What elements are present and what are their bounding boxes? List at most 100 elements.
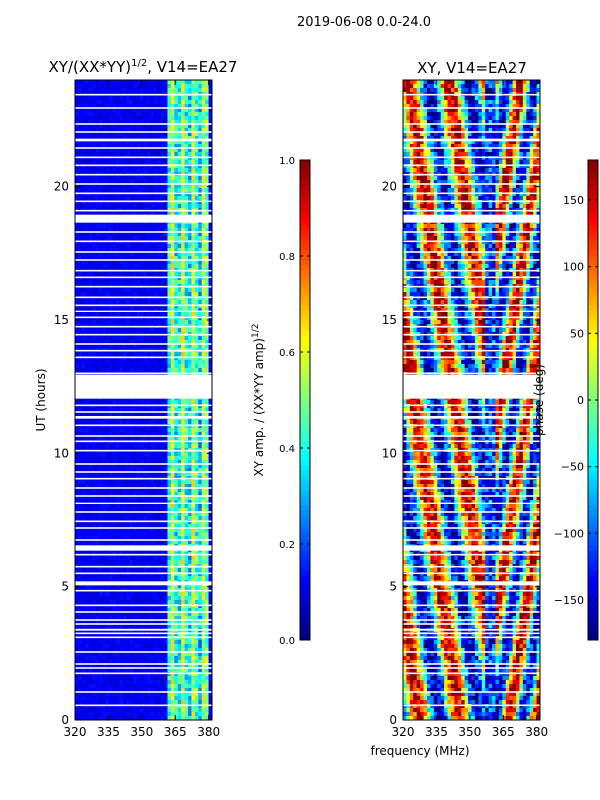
- left-heatmap-cell: [105, 236, 110, 241]
- left-heatmap-cell: [188, 372, 192, 377]
- left-heatmap-cell: [95, 188, 100, 193]
- left-heatmap-cell: [112, 576, 117, 581]
- left-heatmap-cell: [160, 312, 165, 317]
- left-heatmap-cell: [184, 152, 189, 157]
- left-heatmap-cell: [208, 428, 213, 433]
- left-heatmap-cell: [136, 456, 141, 461]
- left-heatmap-cell: [201, 432, 206, 437]
- left-heatmap-cell: [150, 456, 155, 461]
- left-heatmap-cell: [174, 168, 179, 173]
- left-heatmap-cell: [95, 372, 100, 377]
- left-heatmap-cell: [112, 272, 117, 277]
- left-heatmap-cell: [146, 288, 151, 293]
- left-heatmap-cell: [81, 576, 86, 581]
- left-heatmap-cell: [198, 340, 203, 345]
- left-heatmap-cell: [146, 400, 151, 405]
- left-heatmap-cell: [208, 300, 213, 305]
- left-heatmap-cell: [160, 540, 165, 545]
- left-heatmap-cell: [105, 148, 110, 153]
- left-heatmap-cell: [164, 136, 168, 141]
- left-heatmap-cell: [146, 80, 151, 85]
- left-heatmap-cell: [205, 232, 209, 237]
- left-heatmap-cell: [102, 472, 107, 477]
- left-heatmap-cell: [167, 504, 172, 509]
- left-heatmap-cell: [78, 556, 83, 561]
- left-heatmap-cell: [181, 364, 185, 369]
- left-heatmap-cell: [78, 88, 83, 93]
- left-heatmap-cell: [109, 368, 114, 373]
- left-heatmap-cell: [153, 204, 158, 209]
- left-heatmap-cell: [75, 228, 79, 233]
- left-heatmap-cell: [164, 252, 168, 257]
- left-heatmap-cell: [81, 440, 86, 445]
- left-heatmap-cell: [205, 500, 209, 505]
- left-heatmap-cell: [109, 116, 114, 121]
- left-heatmap-cell: [146, 108, 151, 113]
- left-heatmap-cell: [181, 528, 185, 533]
- left-heatmap-cell: [129, 308, 134, 313]
- left-heatmap-cell: [122, 228, 127, 233]
- left-heatmap-cell: [194, 84, 199, 89]
- left-heatmap-cell: [105, 556, 110, 561]
- left-heatmap-cell: [112, 96, 117, 101]
- left-heatmap-cell: [109, 520, 114, 525]
- left-heatmap-cell: [146, 168, 151, 173]
- left-heatmap-cell: [126, 232, 131, 237]
- left-heatmap-cell: [164, 296, 168, 301]
- left-heatmap-cell: [205, 536, 209, 541]
- left-heatmap-cell: [153, 404, 158, 409]
- left-heatmap-cell: [174, 320, 179, 325]
- left-heatmap-cell: [153, 180, 158, 185]
- left-heatmap-cell: [205, 520, 209, 525]
- left-heatmap-cell: [150, 368, 155, 373]
- left-heatmap-cell: [153, 488, 158, 493]
- left-heatmap-cell: [191, 136, 196, 141]
- left-heatmap-cell: [208, 560, 213, 565]
- left-heatmap-cell: [112, 464, 117, 469]
- left-heatmap-cell: [126, 88, 131, 93]
- left-heatmap-cell: [198, 252, 203, 257]
- left-heatmap-cell: [81, 256, 86, 261]
- left-heatmap-cell: [177, 80, 182, 85]
- left-heatmap-cell: [75, 336, 79, 341]
- left-heatmap-cell: [85, 104, 90, 109]
- left-heatmap-cell: [95, 212, 100, 217]
- left-heatmap-cell: [136, 488, 141, 493]
- left-heatmap-cell: [194, 252, 199, 257]
- left-heatmap-cell: [126, 228, 131, 233]
- left-heatmap-cell: [157, 520, 162, 525]
- left-heatmap-cell: [177, 508, 182, 513]
- left-heatmap-cell: [191, 296, 196, 301]
- left-heatmap-cell: [160, 112, 165, 117]
- left-heatmap-cell: [133, 440, 138, 445]
- left-heatmap-cell: [191, 488, 196, 493]
- left-heatmap-cell: [129, 412, 134, 417]
- left-heatmap-cell: [109, 236, 114, 241]
- left-heatmap-cell: [116, 240, 120, 245]
- left-heatmap-cell: [92, 116, 96, 121]
- left-heatmap-cell: [177, 164, 182, 169]
- left-heatmap-cell: [109, 428, 114, 433]
- left-heatmap-cell: [105, 156, 110, 161]
- left-heatmap-cell: [201, 292, 206, 297]
- left-heatmap-cell: [75, 472, 79, 477]
- left-heatmap-cell: [198, 472, 203, 477]
- left-heatmap-cell: [188, 520, 192, 525]
- left-heatmap-cell: [133, 128, 138, 133]
- left-heatmap-cell: [188, 412, 192, 417]
- left-heatmap-cell: [188, 536, 192, 541]
- left-heatmap-cell: [198, 404, 203, 409]
- left-heatmap-cell: [85, 516, 90, 521]
- left-heatmap-cell: [140, 224, 144, 229]
- left-heatmap-cell: [133, 452, 138, 457]
- left-heatmap-cell: [88, 316, 93, 321]
- left-heatmap-cell: [143, 368, 148, 373]
- left-heatmap-cell: [150, 248, 155, 253]
- left-heatmap-cell: [164, 404, 168, 409]
- left-heatmap-cell: [170, 116, 175, 121]
- left-heatmap-cell: [174, 360, 179, 365]
- left-heatmap-cell: [146, 132, 151, 137]
- left-heatmap-cell: [167, 128, 172, 133]
- left-heatmap-cell: [184, 504, 189, 509]
- left-heatmap-cell: [150, 144, 155, 149]
